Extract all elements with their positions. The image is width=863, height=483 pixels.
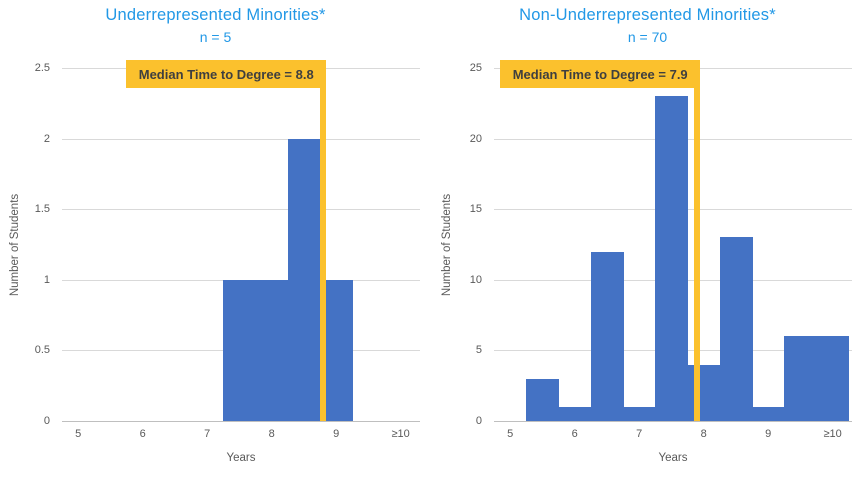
y-tick-label: 0.5 xyxy=(34,344,50,357)
gridline-y-1.5 xyxy=(62,209,420,211)
chart-subtitle-n: n = 5 xyxy=(199,29,232,45)
median-line xyxy=(320,88,327,421)
median-callout: Median Time to Degree = 7.9 xyxy=(500,60,701,88)
plot-area: Median Time to Degree = 7.9 xyxy=(494,60,852,422)
y-tick-label: 25 xyxy=(469,62,482,74)
chart-title: Underrepresented Minorities* xyxy=(105,6,326,24)
chart-subtitle-n: n = 70 xyxy=(627,29,668,45)
y-tick-label: 1 xyxy=(43,273,50,286)
histogram-bar xyxy=(752,406,785,421)
x-tick-label: 9 xyxy=(333,428,340,440)
x-tick-label: ≥10 xyxy=(391,428,410,440)
histogram-bar xyxy=(655,96,688,421)
x-tick-label: 6 xyxy=(571,428,578,440)
histogram-bar xyxy=(558,406,592,421)
y-tick-label: 0 xyxy=(475,415,482,427)
y-tick-label: 0 xyxy=(43,415,50,427)
x-tick-label: 5 xyxy=(75,428,82,440)
histogram-bar xyxy=(590,251,624,421)
y-tick-label: 2.5 xyxy=(34,62,50,74)
histogram-bar xyxy=(287,138,321,421)
histogram-bar xyxy=(255,279,289,421)
x-tick-label: 8 xyxy=(700,428,707,440)
histogram-bar xyxy=(623,406,656,421)
median-callout-label: Median Time to Degree = 8.8 xyxy=(138,66,314,82)
x-tick-label: 6 xyxy=(139,428,146,440)
chart-non-underrepresented-minorities: Non-Underrepresented Minorities* n = 70 … xyxy=(432,0,863,483)
y-axis-title: Number of Students xyxy=(9,193,21,296)
x-tick-label: ≥10 xyxy=(823,428,842,440)
histogram-bar xyxy=(223,279,256,421)
x-tick-label: 9 xyxy=(765,428,772,440)
histogram-bar xyxy=(719,237,753,421)
chart-title: Non-Underrepresented Minorities* xyxy=(519,6,776,24)
median-callout-label: Median Time to Degree = 7.9 xyxy=(512,66,688,82)
x-tick-label: 8 xyxy=(268,428,275,440)
histogram-bar xyxy=(526,378,559,421)
y-tick-label: 10 xyxy=(469,273,482,286)
histogram-bar xyxy=(816,336,850,421)
gridline-y-2 xyxy=(62,138,420,140)
x-axis-title: Years xyxy=(658,452,688,464)
y-axis-title: Number of Students xyxy=(441,193,453,296)
y-tick-label: 15 xyxy=(469,203,482,216)
y-tick-label: 2 xyxy=(43,132,50,145)
y-tick-label: 5 xyxy=(475,344,482,357)
y-tick-label: 1.5 xyxy=(34,203,50,216)
x-tick-label: 5 xyxy=(507,428,514,440)
chart-underrepresented-minorities: Underrepresented Minorities* n = 5 Numbe… xyxy=(0,0,431,483)
x-tick-label: 7 xyxy=(204,428,211,440)
median-callout: Median Time to Degree = 8.8 xyxy=(126,60,327,88)
plot-area: Median Time to Degree = 8.8 xyxy=(62,60,420,422)
x-tick-label: 7 xyxy=(636,428,643,440)
histogram-bar xyxy=(687,364,721,421)
x-axis-title: Years xyxy=(226,452,256,464)
median-line xyxy=(694,88,701,421)
y-tick-label: 20 xyxy=(469,132,482,145)
histogram-bar xyxy=(784,336,818,421)
